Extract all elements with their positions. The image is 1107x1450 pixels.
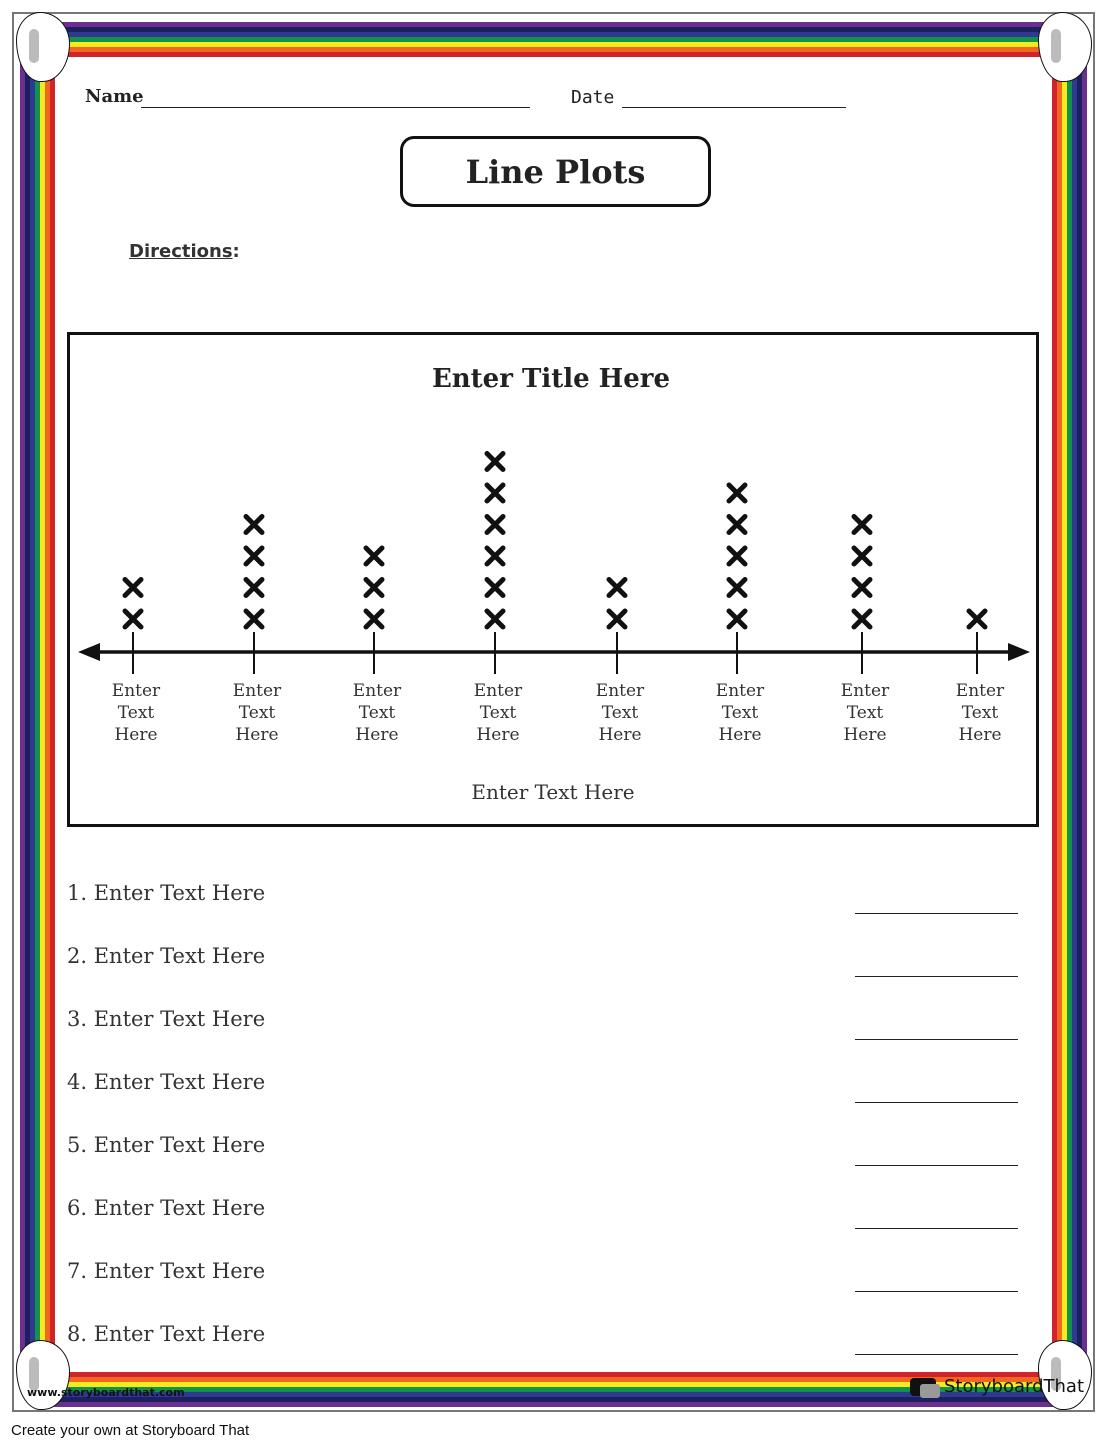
answer-line[interactable] xyxy=(855,1354,1018,1355)
question-8: 8. Enter Text Here xyxy=(67,1322,266,1346)
x-marker xyxy=(243,608,265,630)
x-marker xyxy=(122,577,144,598)
category-label: Text xyxy=(722,703,759,723)
x-marker xyxy=(606,577,628,598)
footer-url[interactable]: www.storyboardthat.com xyxy=(27,1386,185,1399)
question-3: 3. Enter Text Here xyxy=(67,1007,266,1031)
x-marker xyxy=(726,545,748,567)
date-field[interactable] xyxy=(622,107,846,108)
category-label: Text xyxy=(602,703,639,723)
category-label: Text xyxy=(847,703,884,723)
x-marker xyxy=(851,608,873,630)
category-label: Here xyxy=(718,725,761,745)
x-marker xyxy=(484,545,506,567)
x-marker xyxy=(851,545,873,567)
answer-line[interactable] xyxy=(855,976,1018,977)
question-5: 5. Enter Text Here xyxy=(67,1133,266,1157)
directions-colon: : xyxy=(232,241,240,262)
question-2: 2. Enter Text Here xyxy=(67,944,266,968)
line-plot-box xyxy=(67,332,1039,827)
cloud-icon xyxy=(1038,1340,1092,1410)
cloud-icon xyxy=(1038,12,1092,82)
x-marker xyxy=(726,577,748,598)
category-label: Enter xyxy=(233,681,282,701)
x-marker xyxy=(243,577,265,598)
x-marker xyxy=(243,514,265,535)
x-marker xyxy=(484,577,506,598)
rainbow-border-top xyxy=(40,22,1067,57)
x-marker xyxy=(726,482,748,504)
category-label: Enter xyxy=(353,681,402,701)
arrow-left-icon xyxy=(78,643,100,661)
question-7: 7. Enter Text Here xyxy=(67,1259,266,1283)
answer-line[interactable] xyxy=(855,1102,1018,1103)
category-label: Enter xyxy=(716,681,765,701)
x-marker xyxy=(484,514,506,535)
x-axis-label: Enter Text Here xyxy=(471,780,634,804)
category-label: Here xyxy=(114,725,157,745)
arrow-right-icon xyxy=(1008,643,1030,661)
category-label: Here xyxy=(598,725,641,745)
rainbow-border-bottom xyxy=(40,1372,1067,1407)
answer-line[interactable] xyxy=(855,913,1018,914)
answer-line[interactable] xyxy=(855,1291,1018,1292)
category-label: Text xyxy=(359,703,396,723)
category-label: Here xyxy=(355,725,398,745)
cloud-icon xyxy=(16,12,70,82)
answer-line[interactable] xyxy=(855,1165,1018,1166)
category-label: Text xyxy=(118,703,155,723)
x-marker xyxy=(851,577,873,598)
x-marker xyxy=(726,514,748,535)
logo-text: StoryboardThat xyxy=(944,1376,1085,1397)
x-marker xyxy=(243,545,265,567)
x-marker xyxy=(726,608,748,630)
x-marker xyxy=(851,514,873,535)
category-label: Here xyxy=(476,725,519,745)
answer-line[interactable] xyxy=(855,1039,1018,1040)
category-label: Text xyxy=(962,703,999,723)
x-marker xyxy=(484,608,506,630)
category-label: Enter xyxy=(474,681,523,701)
category-label: Here xyxy=(235,725,278,745)
name-field[interactable] xyxy=(141,107,530,108)
answer-line[interactable] xyxy=(855,1228,1018,1229)
rainbow-border-right xyxy=(1052,40,1087,1390)
x-marker xyxy=(606,608,628,630)
name-label: Name xyxy=(85,86,144,107)
category-label: Enter xyxy=(841,681,890,701)
date-label: Date xyxy=(571,87,615,108)
x-marker xyxy=(484,451,506,472)
question-6: 6. Enter Text Here xyxy=(67,1196,266,1220)
x-marker xyxy=(363,608,385,630)
footer-credit[interactable]: Create your own at Storyboard That xyxy=(11,1422,250,1439)
category-label: Text xyxy=(239,703,276,723)
question-4: 4. Enter Text Here xyxy=(67,1070,266,1094)
x-marker xyxy=(363,545,385,567)
storyboardthat-logo: StoryboardThat xyxy=(910,1376,1085,1398)
page-title: Line Plots xyxy=(400,136,711,207)
x-marker xyxy=(363,577,385,598)
worksheet-page xyxy=(55,57,1052,1372)
category-label: Enter xyxy=(112,681,161,701)
x-marker xyxy=(966,608,988,630)
speech-bubble-icon xyxy=(910,1377,940,1398)
x-marker xyxy=(484,482,506,504)
category-label: Enter xyxy=(596,681,645,701)
category-label: Text xyxy=(480,703,517,723)
category-label: Here xyxy=(843,725,886,745)
question-1: 1. Enter Text Here xyxy=(67,881,266,905)
rainbow-border-left xyxy=(20,40,55,1390)
category-label: Here xyxy=(958,725,1001,745)
x-marker xyxy=(122,608,144,630)
chart-title: Enter Title Here xyxy=(432,364,670,394)
cloud-icon xyxy=(16,1340,70,1410)
category-label: Enter xyxy=(956,681,1005,701)
directions-label: Directions xyxy=(129,241,233,262)
